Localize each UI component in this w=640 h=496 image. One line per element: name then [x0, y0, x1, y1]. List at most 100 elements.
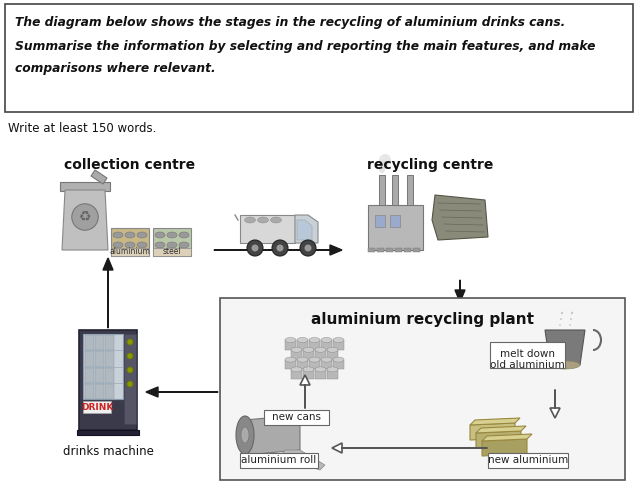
Bar [368, 248, 375, 252]
Polygon shape [482, 439, 527, 456]
Text: aluminium recycling plant: aluminium recycling plant [311, 312, 534, 327]
Ellipse shape [297, 337, 308, 343]
Text: The diagram below shows the stages in the recycling of aluminium drinks cans.: The diagram below shows the stages in th… [15, 16, 565, 29]
Text: aluminium roll: aluminium roll [241, 455, 317, 465]
FancyArrow shape [214, 245, 342, 255]
Bar [333, 340, 344, 350]
FancyArrow shape [455, 280, 465, 302]
Bar [95, 335, 104, 350]
Bar [303, 370, 314, 379]
Circle shape [305, 245, 312, 251]
Polygon shape [476, 426, 526, 433]
Bar [413, 248, 420, 252]
Bar [85, 368, 94, 383]
Bar [77, 430, 139, 435]
Text: ♻: ♻ [79, 210, 92, 224]
Bar [105, 351, 114, 367]
Ellipse shape [285, 337, 296, 343]
Bar [85, 335, 94, 350]
Bar [297, 340, 308, 350]
Ellipse shape [271, 217, 282, 223]
Bar [79, 330, 137, 430]
Ellipse shape [315, 347, 326, 352]
Text: recycling centre: recycling centre [367, 158, 493, 172]
Bar [240, 453, 318, 468]
Text: Summarise the information by selecting and reporting the main features, and make: Summarise the information by selecting a… [15, 40, 595, 53]
Circle shape [127, 353, 133, 359]
Bar [407, 175, 413, 205]
Text: drinks machine: drinks machine [63, 445, 154, 458]
Text: aluminium: aluminium [109, 248, 150, 256]
Bar [291, 370, 302, 379]
Ellipse shape [309, 337, 320, 343]
Bar [327, 350, 338, 360]
Circle shape [72, 204, 98, 230]
Ellipse shape [327, 347, 338, 352]
Circle shape [247, 240, 263, 256]
Ellipse shape [113, 232, 123, 238]
FancyArrow shape [550, 390, 560, 418]
Bar [240, 215, 295, 243]
Text: comparisons where relevant.: comparisons where relevant. [15, 62, 216, 75]
Ellipse shape [309, 357, 320, 362]
Polygon shape [470, 418, 520, 425]
Ellipse shape [297, 357, 308, 362]
Bar [315, 370, 326, 379]
Ellipse shape [333, 357, 344, 362]
Text: new aluminium: new aluminium [488, 455, 568, 465]
Polygon shape [432, 195, 488, 240]
Bar [375, 215, 385, 227]
Bar [153, 248, 191, 256]
Bar [386, 248, 393, 252]
Bar [392, 175, 398, 205]
Bar [95, 351, 104, 367]
Bar [111, 248, 149, 256]
Bar [105, 384, 114, 399]
Ellipse shape [285, 357, 296, 362]
Bar [85, 384, 94, 399]
Bar [220, 298, 625, 480]
Ellipse shape [303, 367, 314, 372]
Bar [488, 453, 568, 468]
Text: Write at least 150 words.: Write at least 150 words. [8, 122, 156, 135]
Polygon shape [482, 434, 532, 441]
Bar [291, 350, 302, 360]
Ellipse shape [315, 367, 326, 372]
Bar [303, 350, 314, 360]
Bar [83, 334, 123, 399]
Bar [379, 175, 385, 205]
FancyArrow shape [146, 387, 218, 397]
FancyBboxPatch shape [60, 182, 110, 191]
Ellipse shape [257, 217, 269, 223]
Polygon shape [295, 215, 318, 243]
Polygon shape [545, 330, 585, 365]
Ellipse shape [125, 242, 135, 248]
Bar [368, 205, 423, 250]
Circle shape [276, 245, 284, 251]
Ellipse shape [179, 242, 189, 248]
FancyArrow shape [103, 258, 113, 328]
Bar [111, 228, 149, 256]
Bar [333, 360, 344, 370]
Ellipse shape [291, 367, 302, 372]
Text: steel: steel [163, 248, 181, 256]
Bar [315, 350, 326, 360]
Ellipse shape [137, 242, 147, 248]
Bar [124, 334, 136, 424]
Bar [309, 360, 320, 370]
Ellipse shape [179, 232, 189, 238]
Ellipse shape [291, 347, 302, 352]
Ellipse shape [155, 232, 165, 238]
Circle shape [379, 161, 388, 170]
Polygon shape [297, 220, 312, 240]
Text: collection centre: collection centre [65, 158, 196, 172]
Ellipse shape [167, 242, 177, 248]
Bar [285, 360, 296, 370]
Polygon shape [62, 190, 108, 250]
Ellipse shape [155, 242, 165, 248]
FancyArrow shape [300, 375, 310, 408]
Circle shape [127, 339, 133, 345]
Polygon shape [91, 170, 107, 184]
Bar [309, 340, 320, 350]
Text: DRINK: DRINK [81, 402, 113, 412]
